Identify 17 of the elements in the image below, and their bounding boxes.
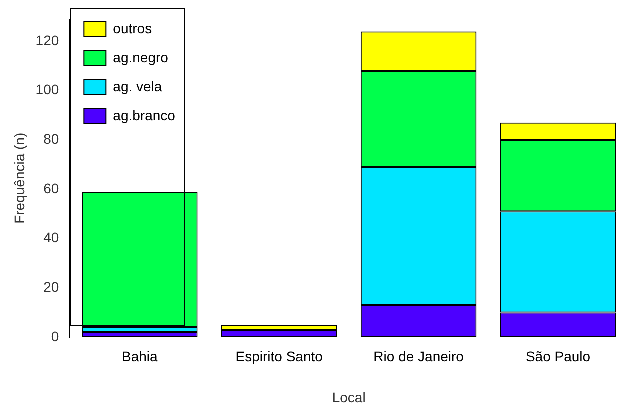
legend-label: ag.negro bbox=[113, 49, 169, 66]
y-tick-label: 60 bbox=[44, 180, 60, 196]
y-tick-label: 0 bbox=[51, 328, 60, 344]
legend-label: ag. vela bbox=[113, 78, 162, 94]
y-axis-title: Frequência (n) bbox=[11, 132, 28, 224]
y-tick-label: 80 bbox=[44, 131, 60, 148]
y-tick-label: 40 bbox=[44, 230, 60, 246]
x-tick-label: São Paulo bbox=[526, 348, 591, 365]
legend-label: outros bbox=[113, 20, 152, 36]
x-tick-label: Bahia bbox=[122, 348, 158, 365]
y-tick-label: 120 bbox=[36, 32, 60, 48]
x-axis-title: Local bbox=[332, 389, 366, 406]
x-tick-label: Espirito Santo bbox=[236, 348, 324, 365]
x-tick-label: Rio de Janeiro bbox=[374, 348, 464, 365]
y-tick-label: 20 bbox=[44, 278, 60, 295]
y-tick-label: 100 bbox=[36, 82, 60, 98]
legend-label: ag.branco bbox=[113, 107, 176, 124]
